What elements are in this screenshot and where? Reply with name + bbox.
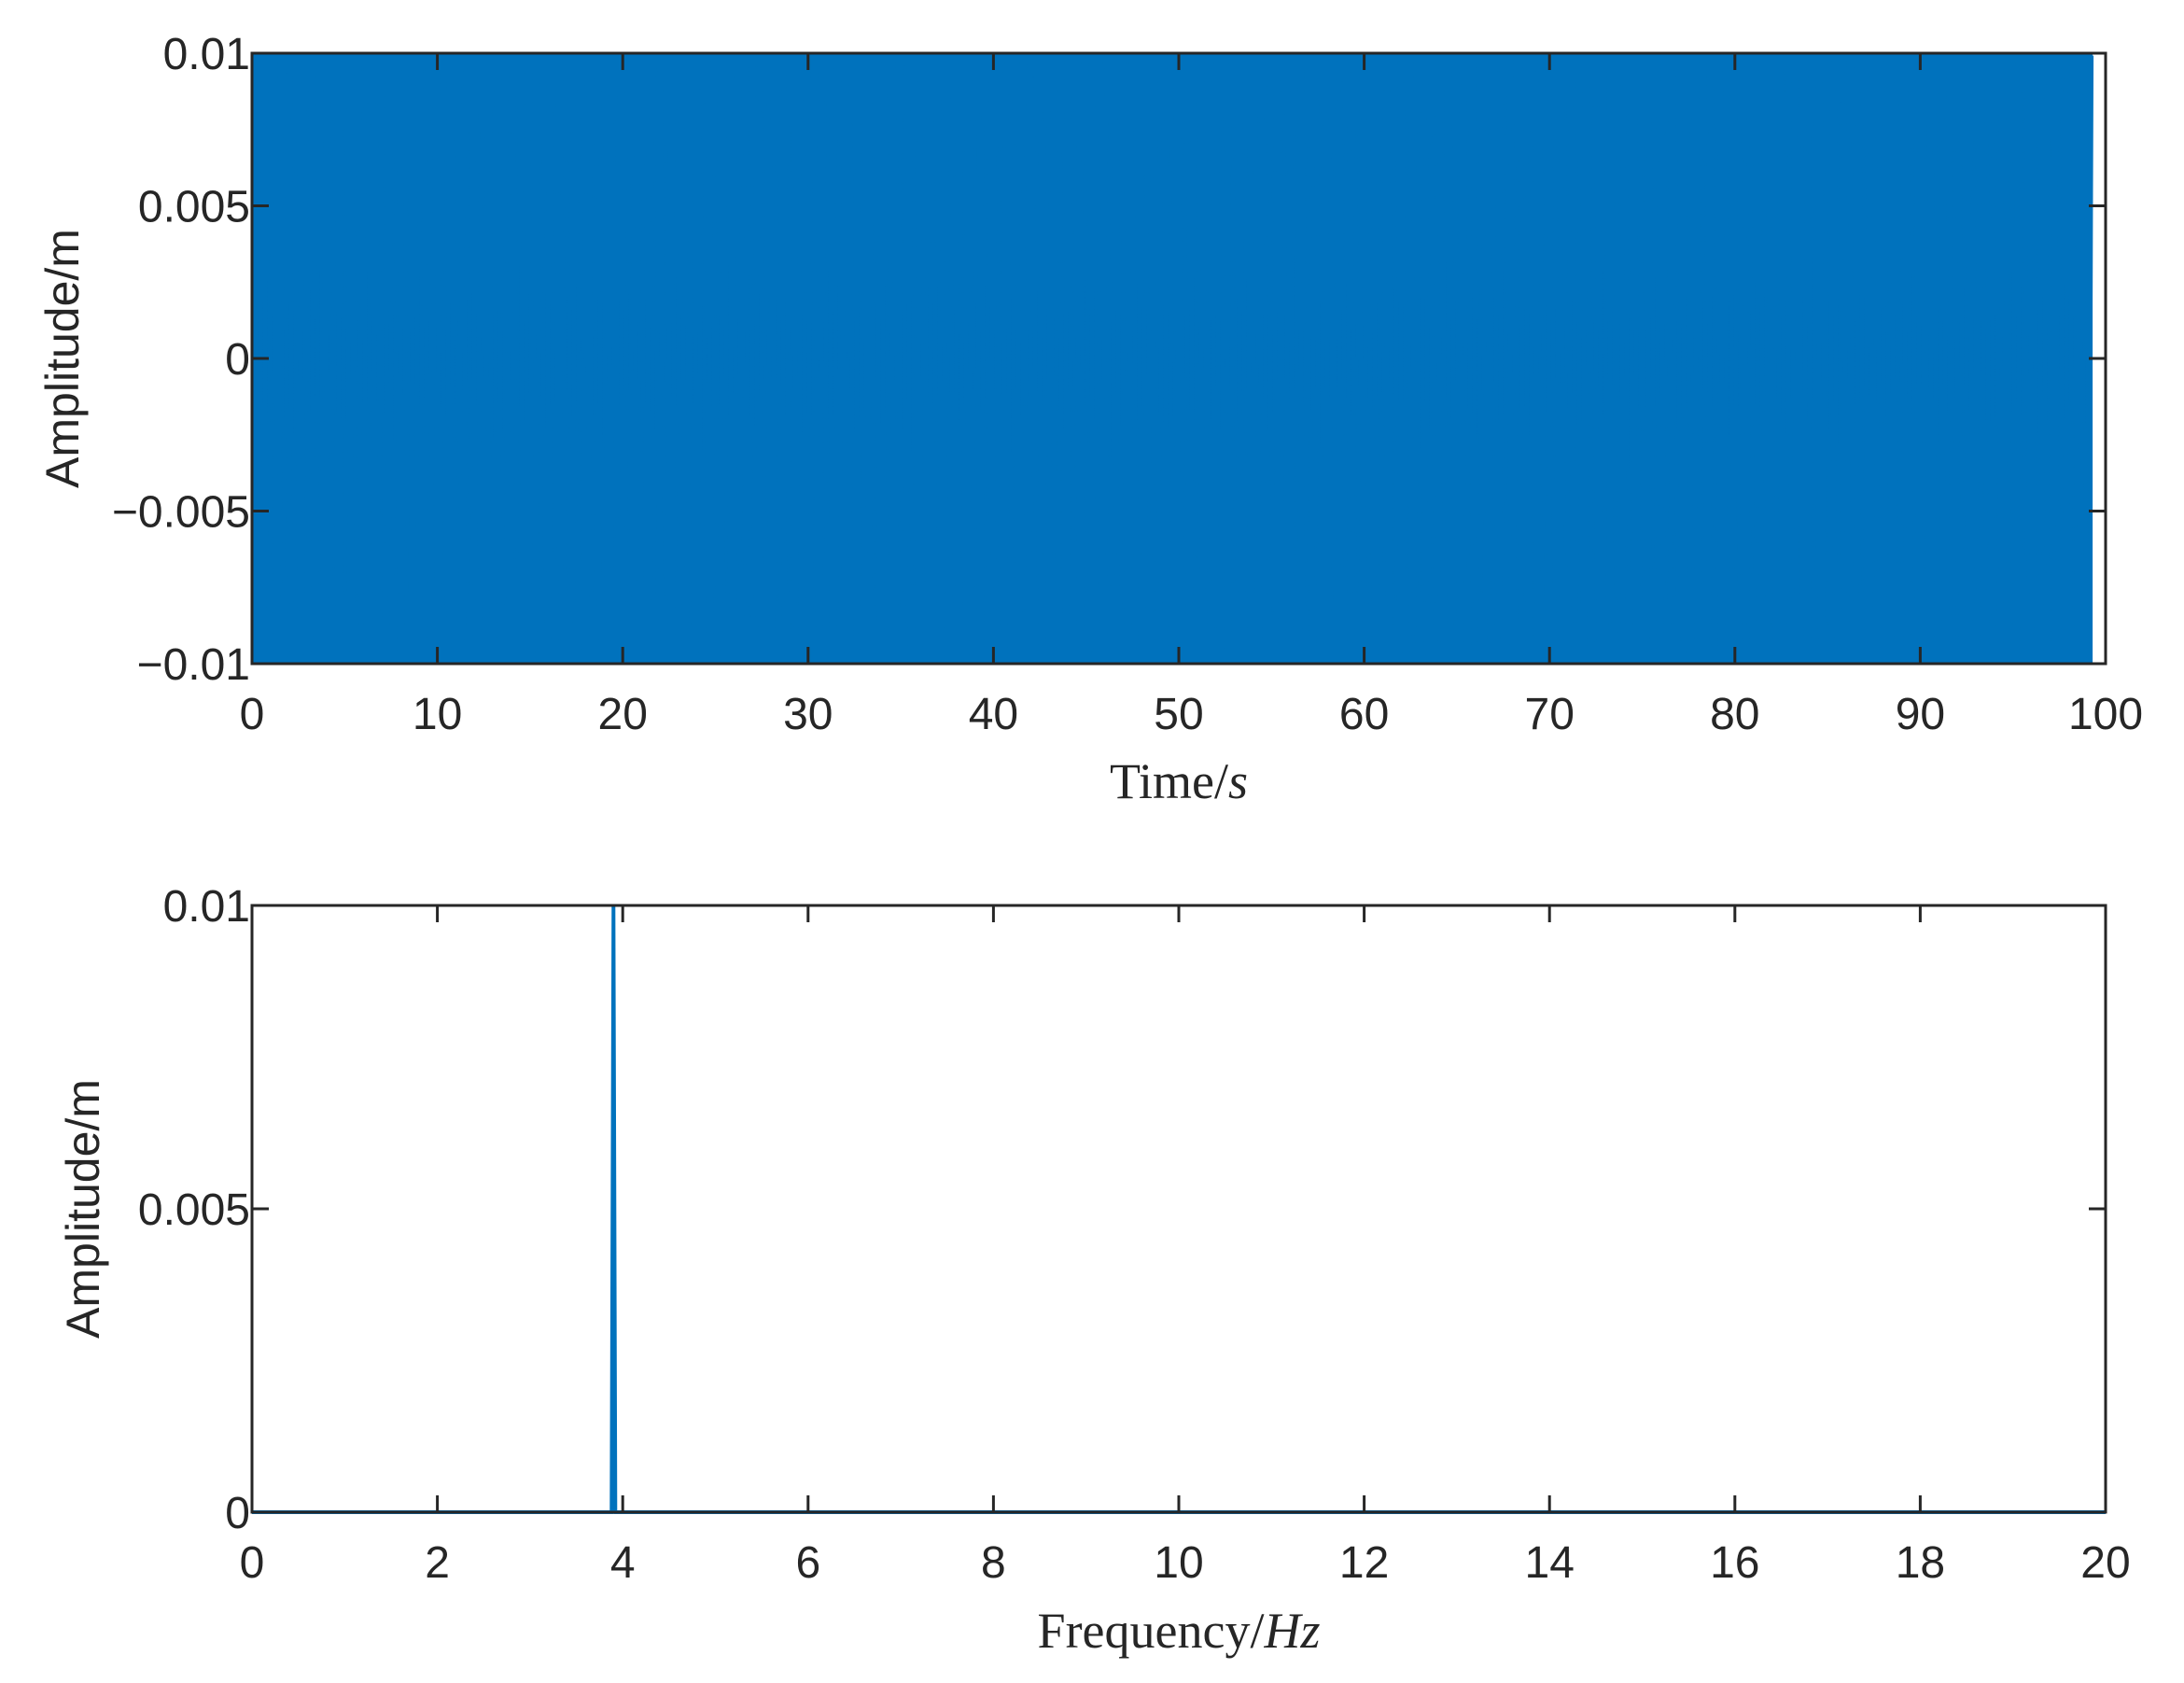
y-axis-label: Amplitude/m — [36, 229, 89, 488]
y-tick-label: 0.005 — [138, 183, 250, 232]
x-tick-label: 80 — [1710, 690, 1759, 739]
y-tick-label: 0.01 — [163, 882, 250, 932]
x-tick-label: 14 — [1525, 1538, 1575, 1588]
x-tick-label: 16 — [1710, 1538, 1759, 1588]
x-tick-label: 2 — [425, 1538, 450, 1588]
x-tick-label: 70 — [1525, 690, 1575, 739]
x-tick-label: 6 — [795, 1538, 820, 1588]
x-tick-label: 20 — [598, 690, 648, 739]
y-tick-label: −0.01 — [137, 640, 250, 690]
x-tick-label: 20 — [2080, 1538, 2130, 1588]
x-tick-label: 10 — [413, 690, 462, 739]
x-tick-label: 50 — [1154, 690, 1203, 739]
x-tick-label: 8 — [981, 1538, 1006, 1588]
axes-box — [250, 904, 2107, 1514]
frequency-spectrum-plot: 0 2 4 6 8 10 12 14 16 18 20 0 0.005 0.01 Frequency/Hz A… — [57, 882, 2131, 1659]
x-axis-label: Frequency/Hz — [1038, 1603, 1321, 1659]
x-tick-label: 0 — [240, 690, 265, 739]
y-tick-label: 0 — [225, 1489, 250, 1538]
y-tick-label: 0.005 — [138, 1185, 250, 1235]
y-tick-label: −0.005 — [112, 488, 250, 538]
time-domain-plot: 0 10 20 30 40 50 60 70 80 90 100 −0.01 −0.005 0 0.005 0… — [36, 30, 2143, 809]
x-tick-label: 12 — [1339, 1538, 1389, 1588]
x-tick-label: 4 — [610, 1538, 636, 1588]
time-series-line — [251, 52, 2094, 665]
x-tick-label: 30 — [783, 690, 833, 739]
spectrum-line — [252, 905, 2106, 1514]
x-tick-label: 0 — [240, 1538, 265, 1588]
x-axis-label: Time/s — [1110, 753, 1248, 809]
y-tick-label: 0.01 — [163, 30, 250, 79]
y-axis-label: Amplitude/m — [57, 1079, 109, 1339]
x-tick-label: 60 — [1339, 690, 1389, 739]
x-tick-label: 40 — [969, 690, 1018, 739]
x-tick-label: 18 — [1896, 1538, 1945, 1588]
y-tick-label: 0 — [225, 335, 250, 385]
x-tick-label: 90 — [1896, 690, 1945, 739]
x-tick-label: 10 — [1154, 1538, 1203, 1588]
x-tick-label: 100 — [2068, 690, 2143, 739]
